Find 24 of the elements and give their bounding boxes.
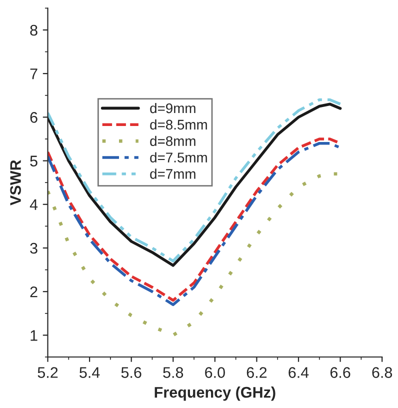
y-tick-label: 6 [30,112,38,123]
y-tick-label: 4 [30,199,38,210]
x-tick-label: 6.6 [330,367,350,378]
y-axis-title: VSWR [10,160,21,206]
x-tick-label: 5.2 [38,367,58,378]
legend-label: d=7mm [150,168,196,179]
legend-label: d=7.5mm [150,152,207,162]
y-tick-label: 3 [30,242,38,254]
x-tick-label: 5.4 [80,367,100,378]
legend-label: d=8.5mm [150,119,207,130]
legend-label: d=9mm [150,102,196,114]
x-tick-label: 6.0 [205,367,225,378]
y-tick-label: 5 [30,156,38,166]
x-axis-title: Frequency (GHz) [154,386,276,401]
x-tick-label: 6.4 [288,367,309,378]
y-tick-label: 8 [30,24,38,36]
legend-label: d=8mm [150,136,196,146]
x-tick-label: 6.2 [246,367,267,378]
x-tick-label: 5.6 [121,367,142,378]
x-tick-label: 6.8 [372,367,392,378]
y-tick-label: 1 [30,330,38,341]
y-tick-label: 2 [30,286,38,298]
y-tick-label: 7 [30,68,38,80]
x-tick-label: 5.8 [163,367,184,378]
